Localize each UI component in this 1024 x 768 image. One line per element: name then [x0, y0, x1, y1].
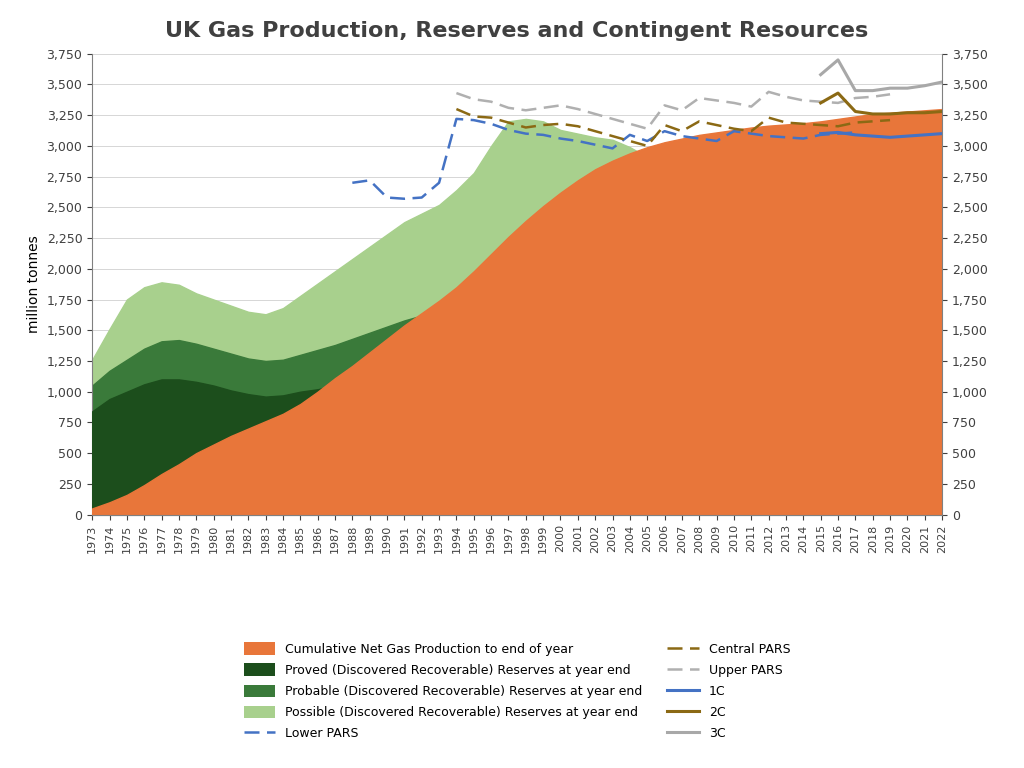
Title: UK Gas Production, Reserves and Contingent Resources: UK Gas Production, Reserves and Continge… — [166, 21, 868, 41]
Y-axis label: million tonnes: million tonnes — [27, 235, 41, 333]
Legend: Cumulative Net Gas Production to end of year, Proved (Discovered Recoverable) Re: Cumulative Net Gas Production to end of … — [238, 636, 797, 746]
